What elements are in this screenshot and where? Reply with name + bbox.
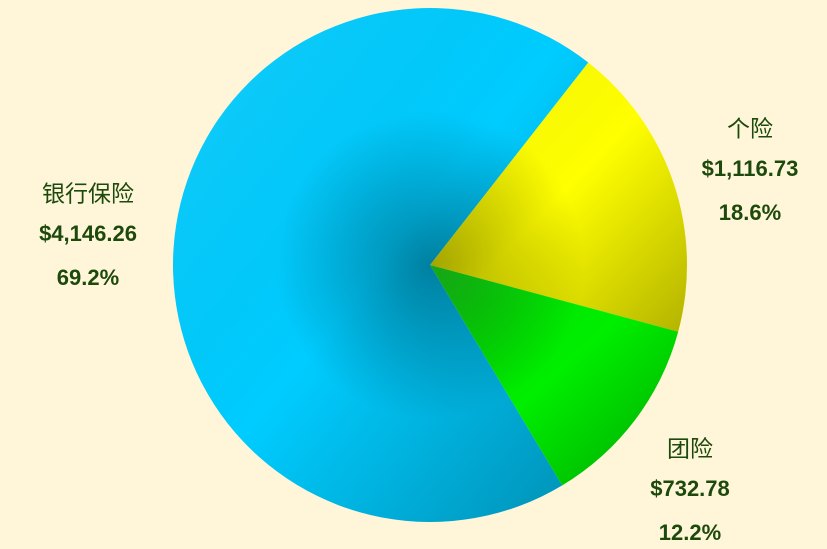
slice-shade (430, 62, 687, 332)
slice-name: 银行保险 (42, 182, 134, 208)
slice-shade (173, 8, 589, 523)
percent-label: 18.6% (719, 200, 781, 225)
slice-name: 个险 (727, 117, 773, 143)
percent-label: 69.2% (57, 265, 119, 290)
value-label: $732.78 (650, 476, 730, 501)
slice-name: 团险 (667, 437, 713, 463)
slices (173, 8, 687, 523)
value-label: $1,116.73 (702, 156, 799, 181)
percent-label: 12.2% (659, 520, 721, 545)
value-label: $4,146.26 (39, 221, 137, 246)
slice-shade (430, 265, 679, 486)
labels: 个险 $1,116.73 18.6% 团险 $732.78 12.2% 银行保险 $4,146… (39, 117, 798, 545)
